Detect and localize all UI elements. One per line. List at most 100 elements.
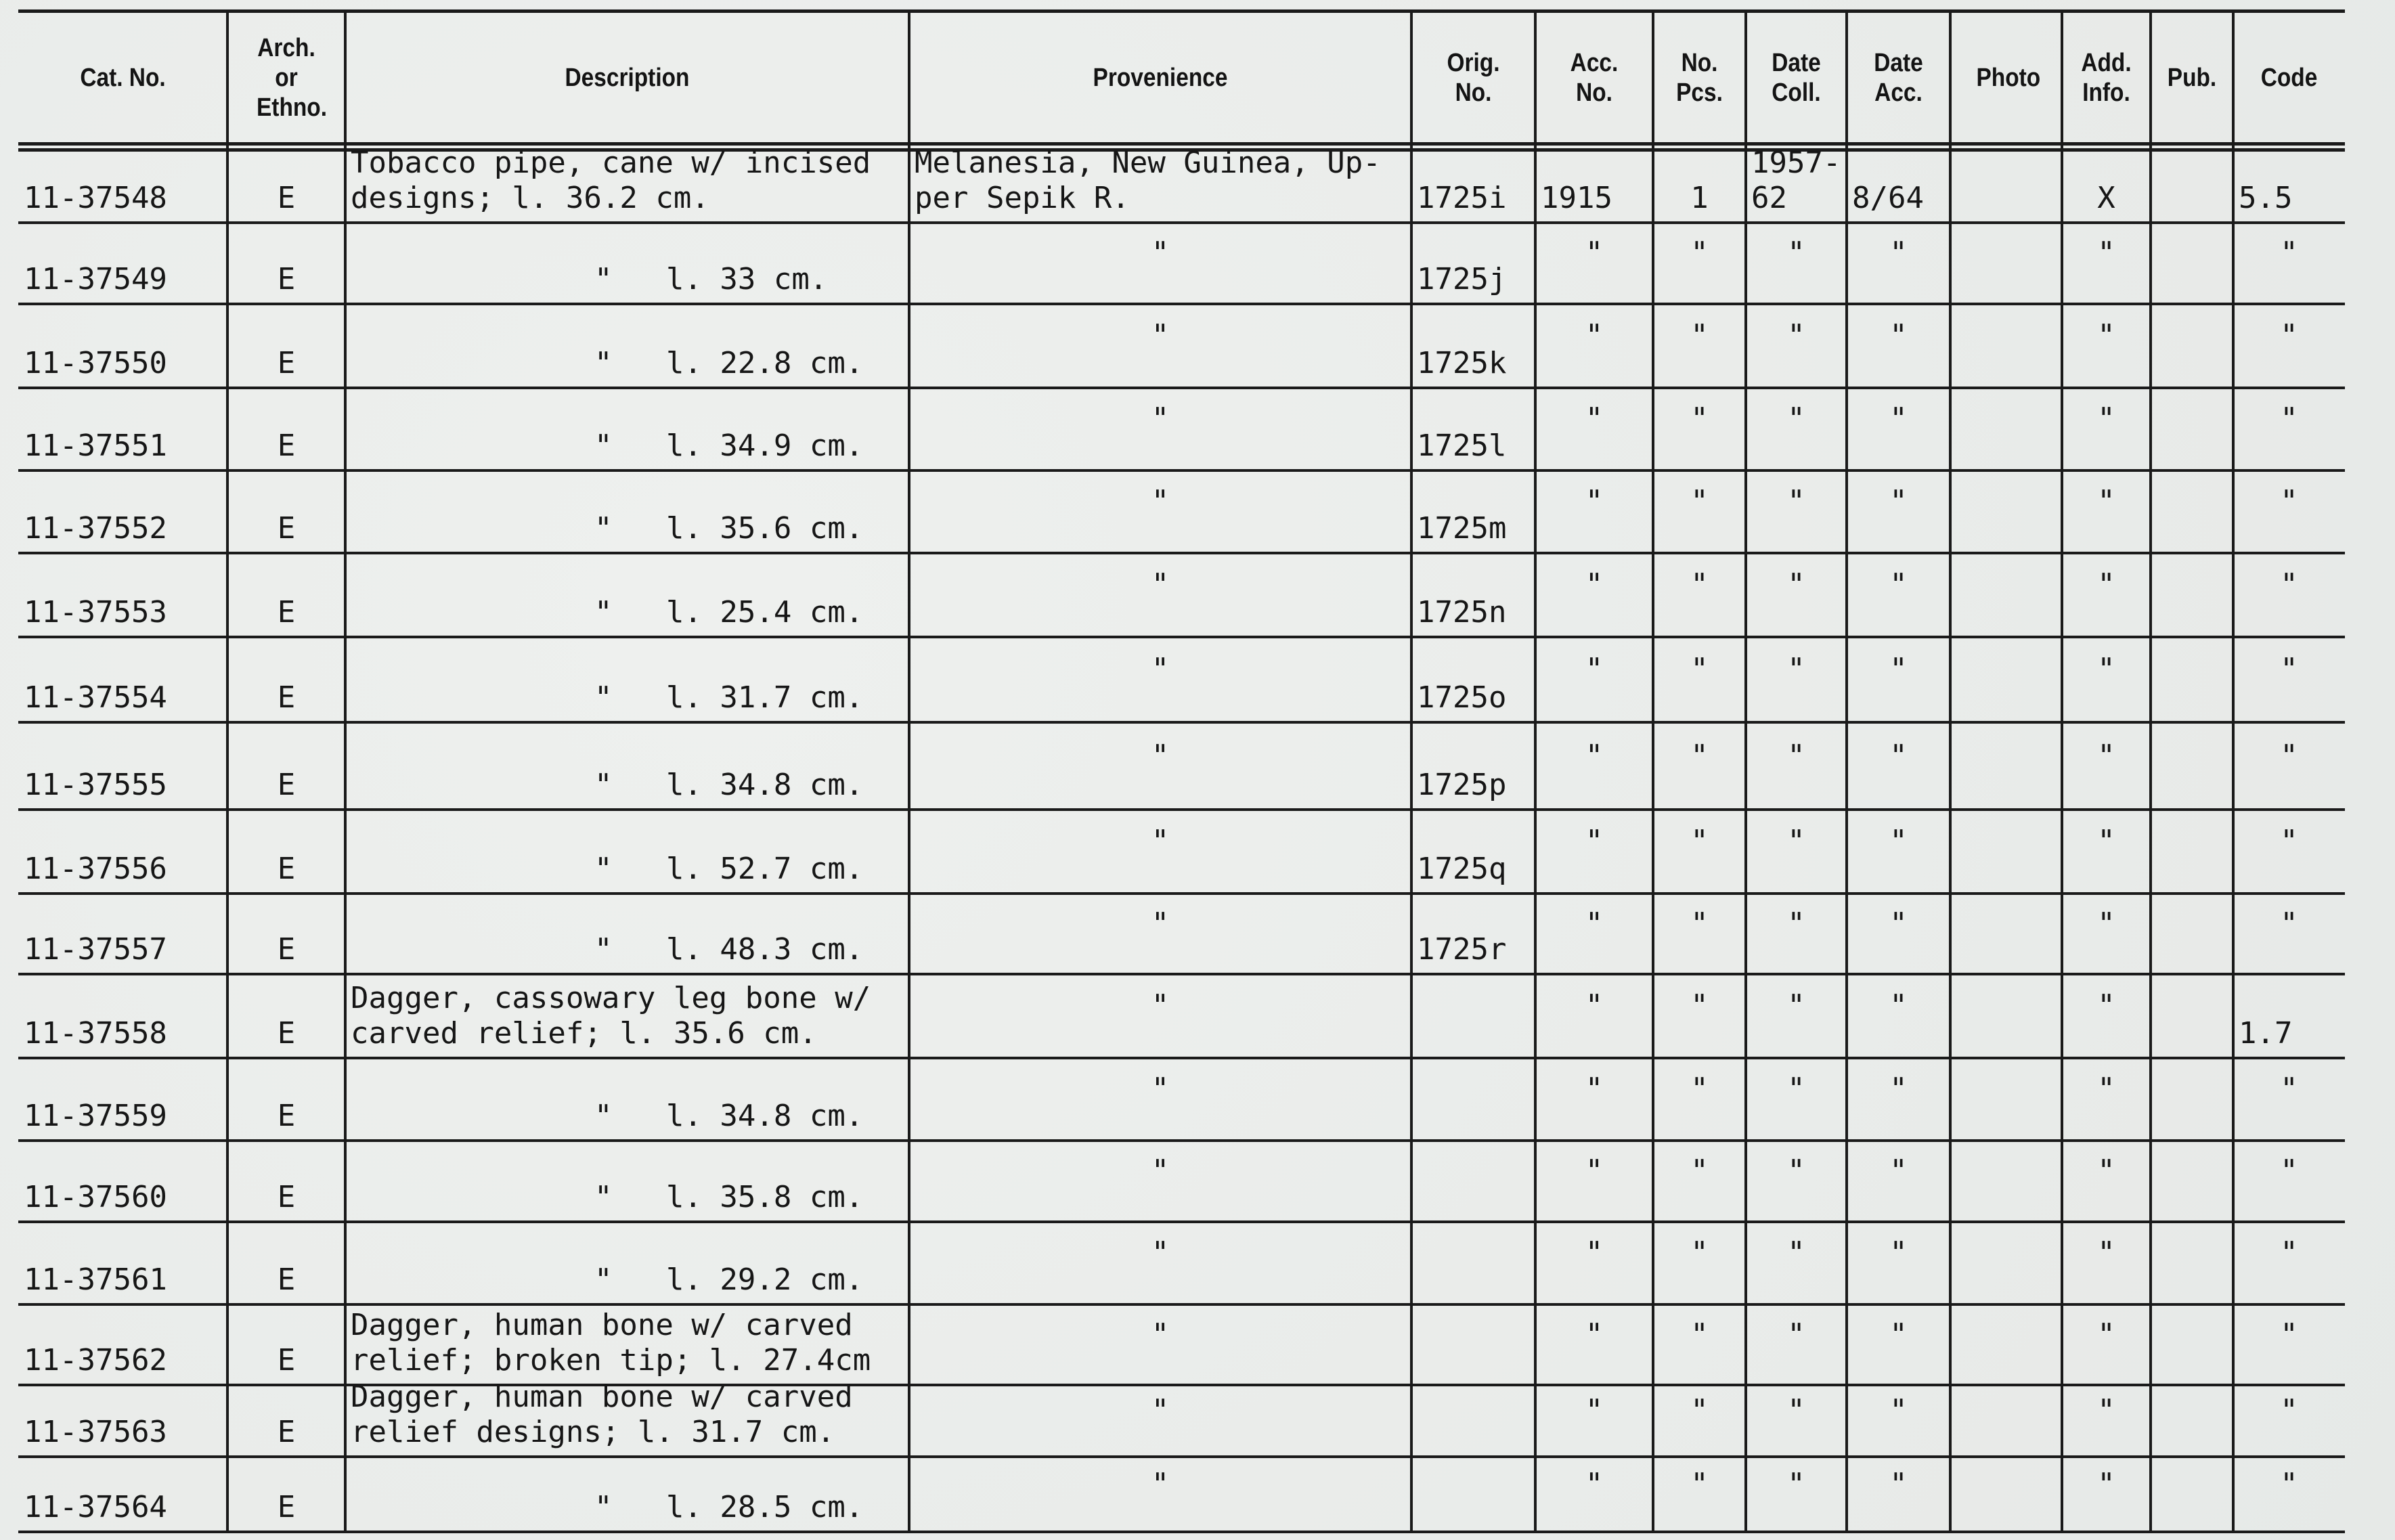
cell-text: ": [1690, 1317, 1709, 1352]
cell-cat-no: 11-37552: [24, 472, 222, 552]
cell-text: 11-37549: [24, 262, 167, 296]
cell-text: ": [1690, 318, 1709, 353]
cell-text: ": [2097, 401, 2115, 436]
column-divider: [1949, 9, 1952, 1531]
cell-text: ": [1585, 652, 1604, 686]
cell-provenience: Melanesia, New Guinea, Up-per Sepik R.: [915, 146, 1406, 221]
cell-cat-no: 11-37563: [24, 1386, 222, 1455]
column-divider: [2149, 9, 2152, 1531]
header-provenience: Provenience: [940, 9, 1382, 146]
cell-cat-no: 11-37553: [24, 554, 222, 636]
cell-text: ": [1585, 906, 1604, 941]
cell-no-pcs: ": [1658, 554, 1740, 636]
cell-text: 1: [1690, 181, 1709, 215]
cell-text: ": [1585, 236, 1604, 270]
provenience-line: ": [1151, 1317, 1170, 1352]
cell-text: ": [1585, 484, 1604, 519]
row-rule: [18, 808, 2345, 811]
cell-date-acc: ": [1852, 305, 1945, 387]
description-line: " l. 52.7 cm.: [594, 852, 864, 886]
cell-text: 1957-: [1751, 146, 1841, 180]
cell-text: ": [1585, 738, 1604, 773]
cell-pub: [2156, 1458, 2228, 1531]
cell-add-info: ": [2067, 554, 2145, 636]
cell-text: ": [1690, 1466, 1709, 1501]
cell-add-info: ": [2067, 1142, 2145, 1220]
description-line: " l. 28.5 cm.: [594, 1490, 864, 1524]
cell-acc-no: 1915: [1541, 152, 1648, 221]
cell-date-coll: ": [1751, 224, 1841, 303]
cell-code: ": [2239, 811, 2339, 892]
cell-arch-ethno: E: [233, 1458, 340, 1531]
header-label: Pub.: [2167, 64, 2217, 92]
cell-description: Dagger, human bone w/ carved relief; brok…: [351, 1306, 904, 1384]
row-rule: [18, 303, 2345, 305]
cell-text: ": [1787, 236, 1805, 270]
cell-orig-no: [1417, 1306, 1530, 1384]
cell-code: ": [2239, 389, 2339, 469]
cell-text: ": [1889, 567, 1908, 602]
cell-text: 1725m: [1417, 511, 1507, 546]
column-divider: [1845, 9, 1848, 1531]
cell-text: 11-37558: [24, 1016, 167, 1051]
cell-pub: [2156, 152, 2228, 221]
cell-text: E: [277, 1262, 296, 1297]
cell-cat-no: 11-37554: [24, 638, 222, 721]
cell-text: 11-37553: [24, 595, 167, 630]
description-line: " l. 48.3 cm.: [594, 932, 864, 967]
cell-date-acc: ": [1852, 1306, 1945, 1384]
cell-code: ": [2239, 305, 2339, 387]
cell-arch-ethno: E: [233, 895, 340, 973]
cell-acc-no: ": [1541, 224, 1648, 303]
cell-text: ": [1889, 824, 1908, 858]
cell-no-pcs: ": [1658, 389, 1740, 469]
cell-cat-no: 11-37562: [24, 1306, 222, 1384]
provenience-line: ": [1151, 567, 1170, 602]
cell-code: ": [2239, 224, 2339, 303]
cell-orig-no: 1725o: [1417, 638, 1530, 721]
cell-code: ": [2239, 472, 2339, 552]
cell-cat-no: 11-37564: [24, 1458, 222, 1531]
cell-text: ": [2097, 567, 2115, 602]
cell-cat-no: 11-37556: [24, 811, 222, 892]
cell-text: ": [1690, 1072, 1709, 1106]
cell-acc-no: ": [1541, 1306, 1648, 1384]
cell-acc-no: ": [1541, 811, 1648, 892]
cell-code: ": [2239, 1223, 2339, 1303]
cell-provenience: ": [915, 1458, 1406, 1531]
cell-text: 11-37561: [24, 1262, 167, 1297]
cell-text: ": [1585, 318, 1604, 353]
cell-text: 5.5: [2239, 181, 2293, 215]
cell-description: " l. 52.7 cm.: [351, 811, 904, 892]
cell-date-acc: ": [1852, 1458, 1945, 1531]
cell-text: ": [2097, 1235, 2115, 1270]
cell-text: ": [1690, 567, 1709, 602]
provenience-line: ": [1151, 1466, 1170, 1501]
cell-date-acc: ": [1852, 1142, 1945, 1220]
cell-add-info: ": [2067, 638, 2145, 721]
cell-text: E: [277, 428, 296, 463]
cell-text: 11-37552: [24, 511, 167, 546]
provenience-line: ": [1151, 906, 1170, 941]
cell-acc-no: ": [1541, 724, 1648, 808]
cell-text: ": [1889, 906, 1908, 941]
cell-pub: [2156, 389, 2228, 469]
cell-text: ": [2097, 738, 2115, 773]
provenience-line: ": [1151, 988, 1170, 1023]
header-label: Provenience: [1093, 64, 1228, 92]
row-rule: [18, 1139, 2345, 1142]
cell-text: 8/64: [1852, 181, 1924, 215]
cell-text: ": [1889, 1235, 1908, 1270]
column-divider: [1744, 9, 1747, 1531]
header-orig-no: Orig. No.: [1419, 9, 1528, 146]
cell-text: ": [1889, 236, 1908, 270]
cell-text: ": [1787, 1153, 1805, 1188]
cell-text: ": [2097, 906, 2115, 941]
cell-text: ": [2280, 1072, 2298, 1106]
cell-arch-ethno: E: [233, 638, 340, 721]
cell-no-pcs: ": [1658, 1059, 1740, 1139]
cell-orig-no: 1725j: [1417, 224, 1530, 303]
header-label: Orig. No.: [1447, 49, 1500, 107]
cell-orig-no: 1725r: [1417, 895, 1530, 973]
cell-text: 11-37557: [24, 932, 167, 967]
